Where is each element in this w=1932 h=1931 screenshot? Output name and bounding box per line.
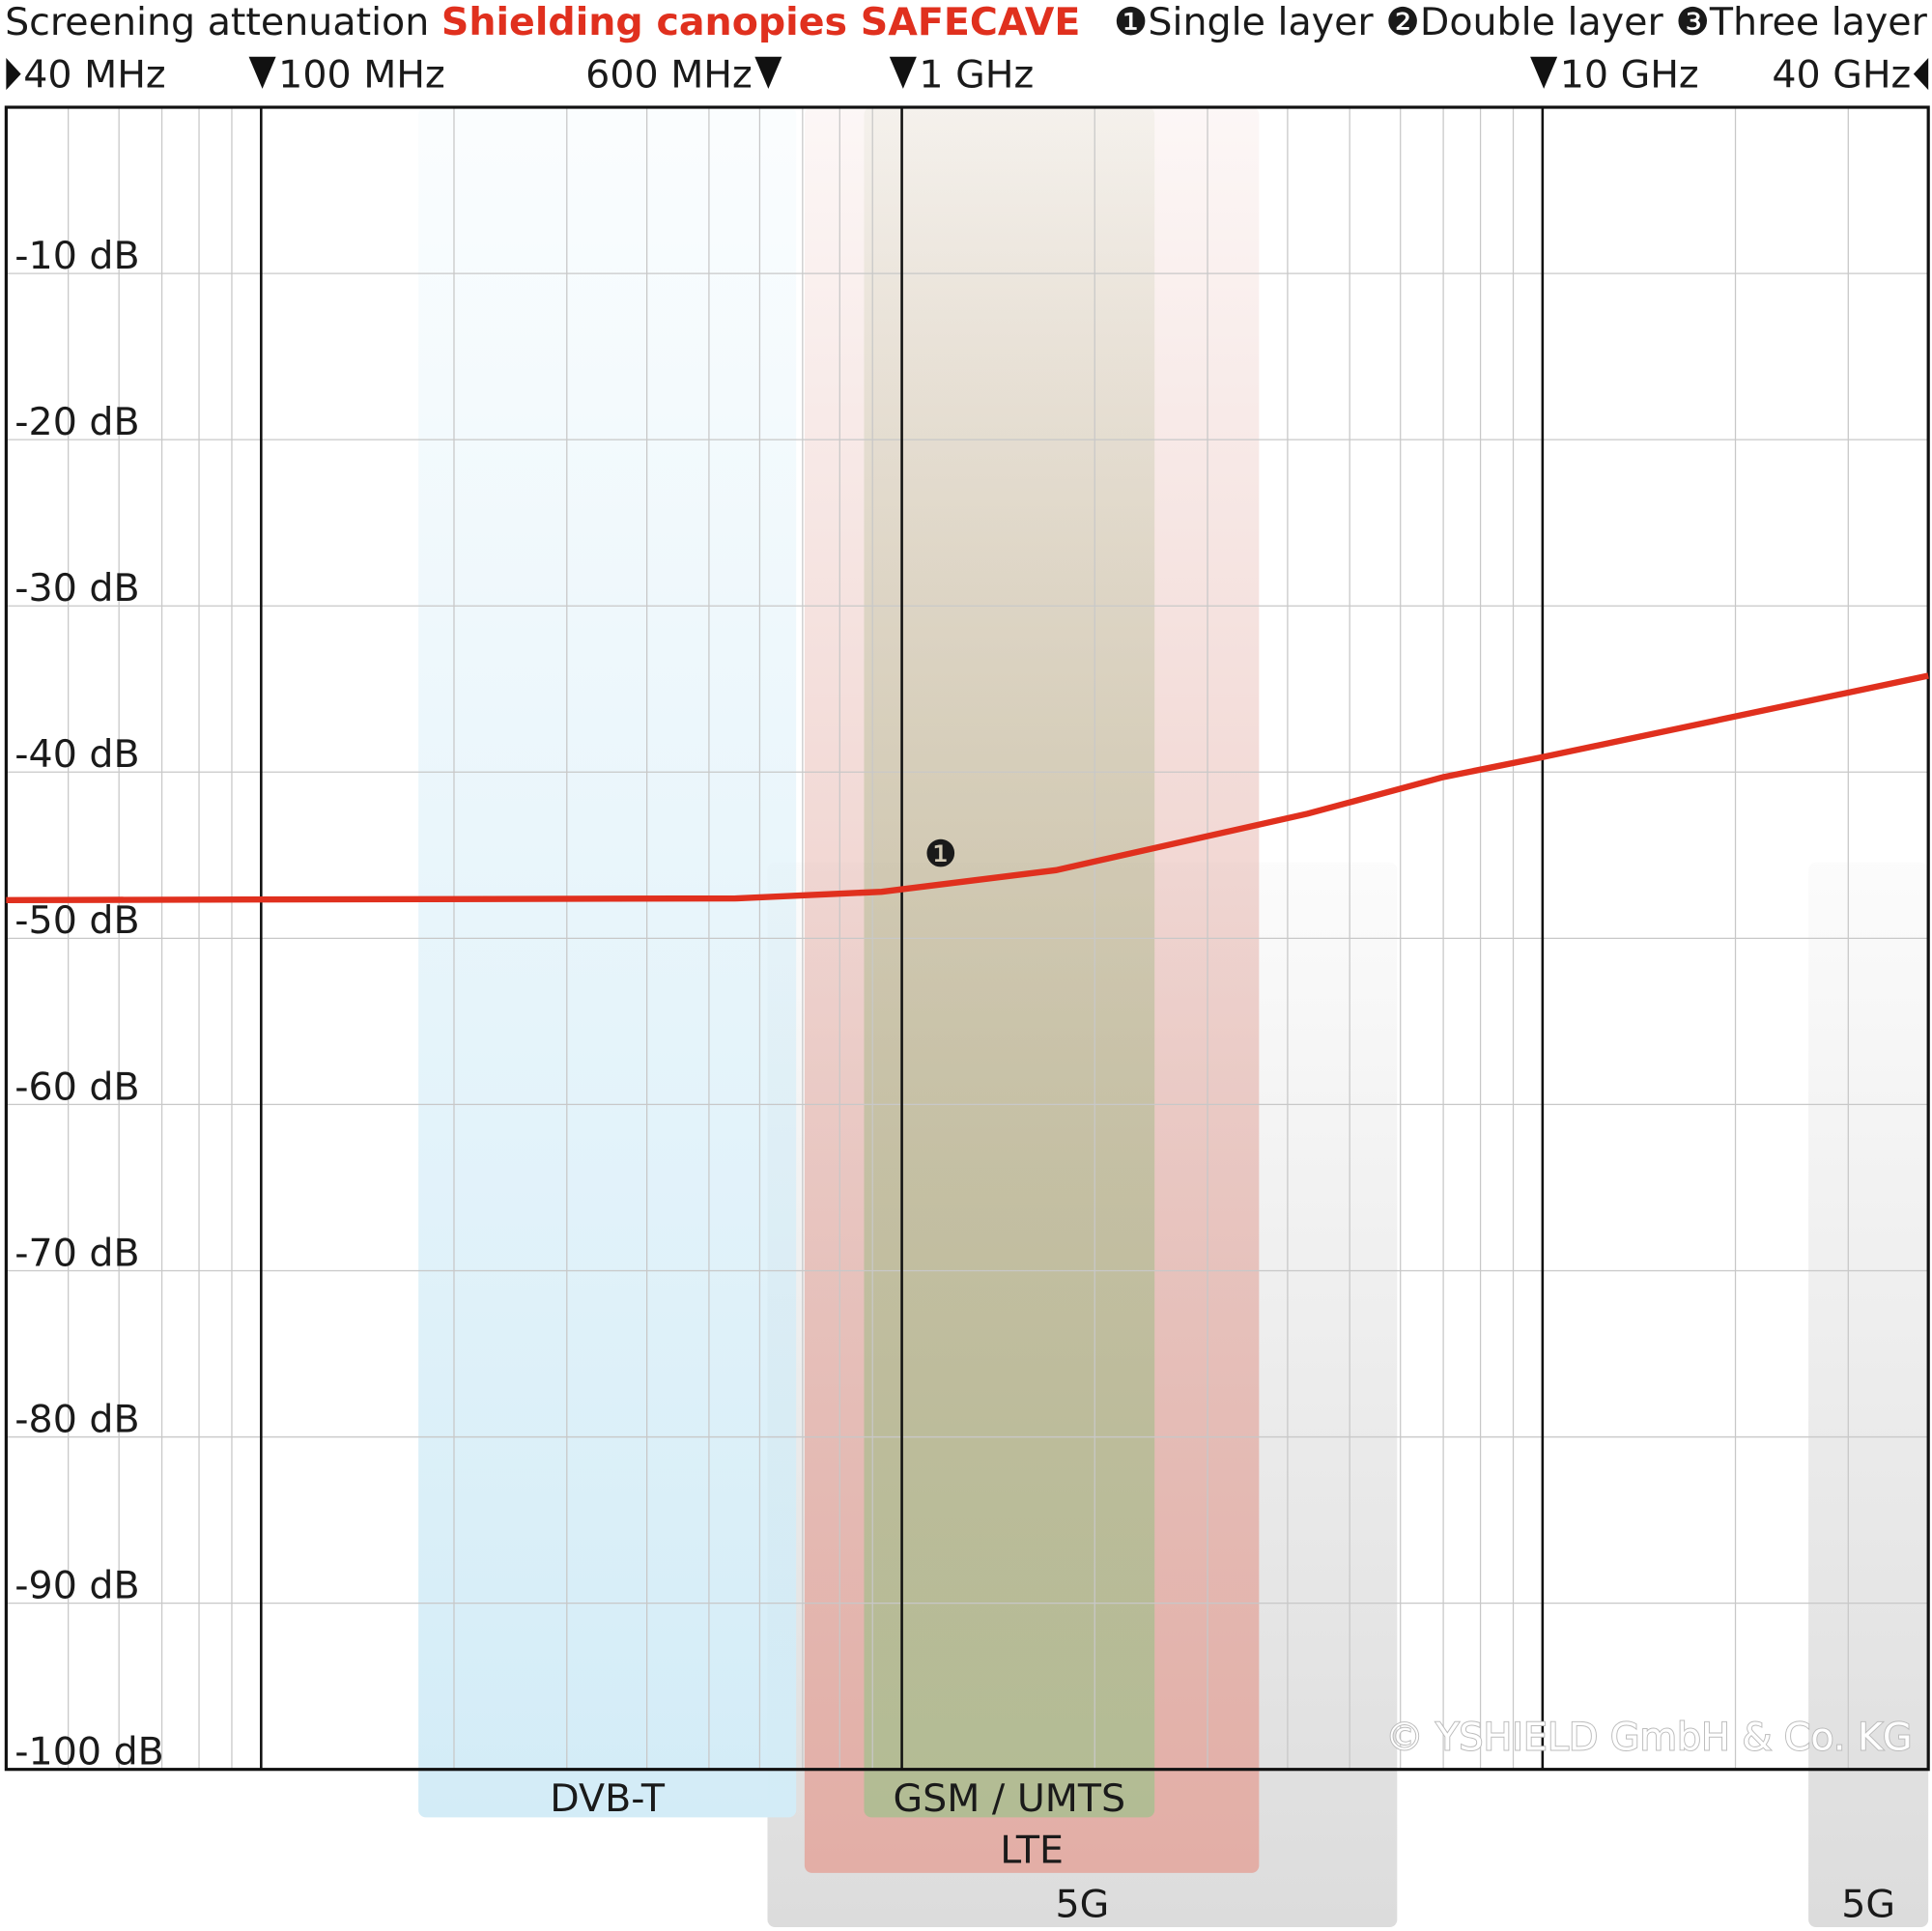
copyright: © YSHIELD GmbH & Co. KG [1385, 1715, 1912, 1759]
y-tick-label: -80 dB [14, 1397, 139, 1441]
x-tick-label: 10 GHz [1560, 53, 1699, 98]
tick-marker [754, 56, 782, 89]
x-tick-label: 1 GHz [919, 53, 1034, 98]
tick-marker [1913, 58, 1929, 91]
y-tick-label: -50 dB [14, 898, 139, 943]
tick-marker [889, 56, 917, 89]
annotation: ❶ [924, 833, 957, 876]
band-label: LTE [1000, 1829, 1064, 1873]
legend-marker: ❶ [1114, 0, 1148, 44]
band [418, 107, 797, 1818]
legend-marker: ❷ [1385, 0, 1419, 44]
chart-title: Screening attenuation Shielding canopies… [5, 0, 1080, 44]
y-tick-label: -30 dB [14, 566, 139, 611]
legend-text: ❶Single layer ❷Double layer ❸Three layer [1114, 0, 1928, 44]
series-line [6, 672, 1929, 903]
tick-marker [248, 56, 276, 89]
legend-marker: ❸ [1675, 0, 1709, 44]
legend-label: Single layer [1148, 0, 1374, 44]
legend-label: Three layer [1709, 0, 1928, 44]
band-label: GSM / UMTS [894, 1776, 1126, 1821]
band-label: 5G [1056, 1883, 1110, 1927]
y-tick-label: -40 dB [14, 732, 139, 777]
x-tick-label: 40 MHz [23, 53, 165, 98]
x-tick-label: 100 MHz [278, 53, 445, 98]
x-tick-label: 600 MHz [585, 53, 753, 98]
legend-label: Double layer [1420, 0, 1664, 44]
y-tick-label: -60 dB [14, 1065, 139, 1109]
tick-marker [1530, 56, 1558, 89]
y-tick-label: -10 dB [14, 234, 139, 278]
subtitle: Shielding canopies SAFECAVE [441, 0, 1081, 44]
y-tick-label: -100 dB [14, 1730, 163, 1775]
y-tick-label: -70 dB [14, 1231, 139, 1275]
legend: ❶Single layer ❷Double layer ❸Three layer [1114, 0, 1928, 44]
band [1808, 862, 1929, 1927]
plot-frame [4, 105, 1930, 1772]
y-tick-label: -20 dB [14, 400, 139, 444]
x-tick-label: 40 GHz [1772, 53, 1911, 98]
band [864, 107, 1155, 1818]
band-label: 5G [1841, 1883, 1895, 1927]
y-tick-label: -90 dB [14, 1564, 139, 1608]
title: Screening attenuation [5, 0, 441, 44]
band-label: DVB-T [550, 1776, 666, 1821]
tick-marker [6, 58, 21, 91]
